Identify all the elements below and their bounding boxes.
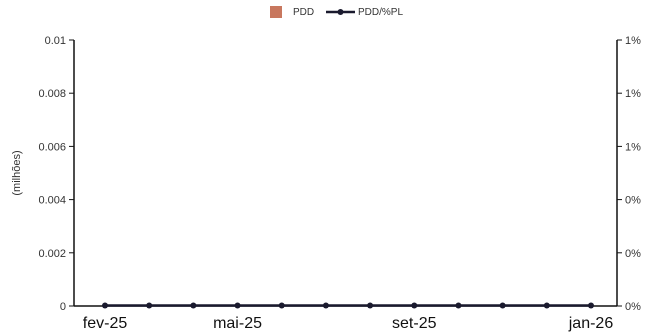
y-ticks-right: 0% 0% 0% 1% 1% 1%	[617, 35, 641, 313]
y-tick-left-label: 0.006	[38, 141, 66, 153]
line-point-pdd-pl	[102, 302, 108, 309]
x-ticks: fev-25 mai-25 set-25 jan-26	[83, 315, 614, 332]
y-tick-right-label: 0%	[625, 195, 641, 207]
legend: PDD PDD/%PL	[270, 6, 403, 18]
x-tick-label: jan-26	[568, 315, 614, 332]
line-point-pdd-pl	[588, 302, 594, 309]
line-point-pdd-pl	[367, 302, 374, 309]
y-tick-left-label: 0.002	[38, 248, 66, 260]
y-tick-right-label: 1%	[625, 35, 641, 47]
line-point-pdd-pl	[234, 302, 241, 309]
line-point-pdd-pl	[543, 302, 550, 309]
x-tick-label: set-25	[392, 315, 437, 332]
x-tick-label: fev-25	[83, 315, 128, 332]
y-tick-right-label: 1%	[625, 141, 641, 153]
y-tick-left-label: 0	[60, 301, 66, 313]
x-tick-label: mai-25	[213, 315, 262, 332]
line-point-pdd-pl	[146, 302, 153, 309]
y-tick-left-label: 0.004	[38, 195, 66, 207]
line-point-pdd-pl	[499, 302, 506, 309]
line-pdd-pl	[102, 302, 594, 309]
legend-marker-pdd-pl	[337, 9, 344, 15]
legend-label-pdd-pl: PDD/%PL	[358, 7, 403, 18]
y-axis-title-left: (milhões)	[11, 150, 23, 195]
y-tick-left-label: 0.01	[45, 35, 66, 47]
line-point-pdd-pl	[455, 302, 462, 309]
legend-swatch-pdd	[270, 6, 282, 18]
line-point-pdd-pl	[322, 302, 329, 309]
y-tick-right-label: 1%	[625, 88, 641, 100]
line-point-pdd-pl	[278, 302, 285, 309]
line-point-pdd-pl	[190, 302, 197, 309]
y-ticks-left: 0 0.002 0.004 0.006 0.008 0.01	[38, 35, 74, 313]
line-point-pdd-pl	[411, 302, 418, 309]
y-tick-right-label: 0%	[625, 301, 641, 313]
y-tick-right-label: 0%	[625, 248, 641, 260]
legend-label-pdd: PDD	[293, 7, 314, 18]
y-tick-left-label: 0.008	[38, 88, 66, 100]
